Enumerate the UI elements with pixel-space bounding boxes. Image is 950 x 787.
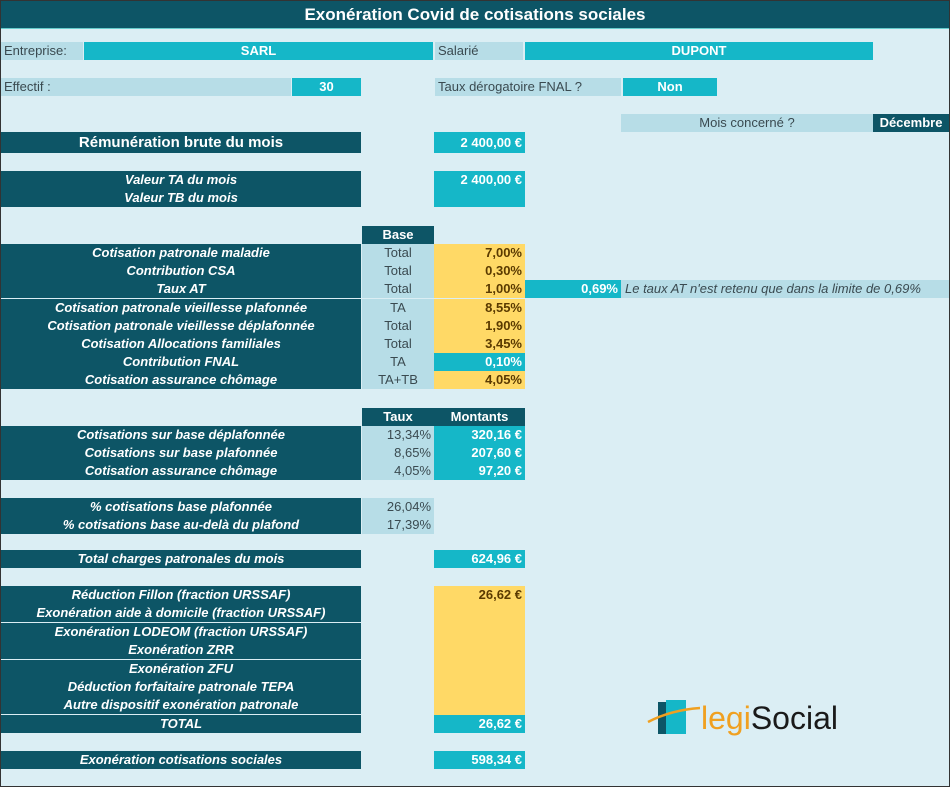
logo-text-legi: legi bbox=[701, 700, 751, 736]
pct-label: % cotisations base au-delà du plafond bbox=[1, 516, 361, 534]
cotisation-label: Cotisation patronale maladie bbox=[1, 244, 361, 262]
mois-select[interactable]: Décembre bbox=[873, 114, 949, 132]
base-row-label: Cotisations sur base plafonnée bbox=[1, 444, 361, 462]
cotisation-rate[interactable]: 3,45% bbox=[434, 335, 525, 353]
tb-label: Valeur TB du mois bbox=[1, 189, 361, 207]
pct-value: 26,04% bbox=[362, 498, 434, 516]
pct-value: 17,39% bbox=[362, 516, 434, 534]
exoneration-label: TOTAL bbox=[1, 714, 361, 733]
cotisation-base: TA bbox=[362, 298, 434, 317]
cotisation-rate[interactable]: 0,30% bbox=[434, 262, 525, 281]
remuneration-label: Rémunération brute du mois bbox=[1, 132, 361, 153]
montants-header: Montants bbox=[434, 408, 525, 426]
exoneration-label: Exonération ZRR bbox=[1, 641, 361, 660]
entreprise-label: Entreprise: bbox=[1, 42, 83, 60]
cotisation-base: Total bbox=[362, 262, 434, 281]
exoneration-label: Déduction forfaitaire patronale TEPA bbox=[1, 678, 361, 696]
base-row-montant: 207,60 € bbox=[434, 444, 525, 462]
cotisation-label: Contribution CSA bbox=[1, 262, 361, 281]
title-bar: Exonération Covid de cotisations sociale… bbox=[1, 1, 949, 29]
cotisation-base: Total bbox=[362, 335, 434, 353]
taux-header: Taux bbox=[362, 408, 434, 426]
base-row-label: Cotisations sur base déplafonnée bbox=[1, 426, 361, 444]
total-charges-value: 624,96 € bbox=[434, 550, 525, 568]
mois-label: Mois concerné ? bbox=[621, 114, 873, 132]
total-charges-label: Total charges patronales du mois bbox=[1, 550, 361, 568]
cotisation-rate[interactable]: 0,10% bbox=[434, 353, 525, 372]
effectif-label: Effectif : bbox=[1, 78, 291, 96]
base-row-label: Cotisation assurance chômage bbox=[1, 462, 361, 480]
base-row-montant: 320,16 € bbox=[434, 426, 525, 444]
cotisation-base: TA+TB bbox=[362, 371, 434, 390]
cotisation-label: Cotisation patronale vieillesse déplafon… bbox=[1, 316, 361, 335]
exoneration-label: Exonération ZFU bbox=[1, 659, 361, 678]
at-limit-value: 0,69% bbox=[525, 280, 621, 298]
exoneration-value[interactable] bbox=[434, 622, 525, 642]
base-row-taux: 4,05% bbox=[362, 462, 434, 480]
cotisation-rate[interactable]: 4,05% bbox=[434, 371, 525, 390]
salarie-label: Salarié bbox=[435, 42, 523, 60]
cotisation-base: Total bbox=[362, 244, 434, 262]
cotisation-base: TA bbox=[362, 353, 434, 372]
exoneration-label: Exonération LODEOM (fraction URSSAF) bbox=[1, 622, 361, 641]
cotisation-label: Cotisation assurance chômage bbox=[1, 371, 361, 390]
exoneration-value[interactable] bbox=[434, 659, 525, 679]
cotisation-base: Total bbox=[362, 280, 434, 299]
remuneration-input[interactable]: 2 400,00 € bbox=[434, 132, 525, 153]
cotisation-label: Cotisation Allocations familiales bbox=[1, 335, 361, 353]
cotisation-base: Total bbox=[362, 316, 434, 335]
cotisation-rate[interactable]: 8,55% bbox=[434, 298, 525, 317]
at-limit-note: Le taux AT n'est retenu que dans la limi… bbox=[621, 280, 949, 298]
cotisation-rate[interactable]: 7,00% bbox=[434, 244, 525, 262]
effectif-input[interactable]: 30 bbox=[292, 78, 361, 96]
cotisation-label: Taux AT bbox=[1, 280, 361, 299]
cotisation-label: Cotisation patronale vieillesse plafonné… bbox=[1, 298, 361, 317]
entreprise-input[interactable]: SARL bbox=[84, 42, 433, 60]
fnal-label: Taux dérogatoire FNAL ? bbox=[435, 78, 621, 96]
exoneration-label: Réduction Fillon (fraction URSSAF) bbox=[1, 586, 361, 604]
pct-label: % cotisations base plafonnée bbox=[1, 498, 361, 516]
exoneration-label: Exonération aide à domicile (fraction UR… bbox=[1, 604, 361, 623]
exoneration-value[interactable]: 26,62 € bbox=[434, 586, 525, 605]
ta-value: 2 400,00 € bbox=[434, 171, 525, 189]
base-row-taux: 13,34% bbox=[362, 426, 434, 444]
salarie-input[interactable]: DUPONT bbox=[525, 42, 873, 60]
exoneration-value[interactable] bbox=[434, 604, 525, 624]
cotisation-label: Contribution FNAL bbox=[1, 353, 361, 372]
fnal-select[interactable]: Non bbox=[623, 78, 717, 96]
base-row-montant: 97,20 € bbox=[434, 462, 525, 480]
base-row-taux: 8,65% bbox=[362, 444, 434, 462]
exoneration-finale-value: 598,34 € bbox=[434, 751, 525, 769]
exoneration-label: Autre dispositif exonération patronale bbox=[1, 696, 361, 715]
exoneration-value: 26,62 € bbox=[434, 714, 525, 733]
cotisation-rate[interactable]: 1,90% bbox=[434, 316, 525, 335]
exoneration-value[interactable] bbox=[434, 641, 525, 661]
ta-label: Valeur TA du mois bbox=[1, 171, 361, 189]
legisocial-logo: legi Social bbox=[646, 696, 838, 741]
exoneration-value[interactable] bbox=[434, 678, 525, 697]
cotisation-rate[interactable]: 1,00% bbox=[434, 280, 525, 299]
base-header: Base bbox=[362, 226, 434, 244]
logo-mark-icon bbox=[647, 700, 701, 734]
tb-value bbox=[434, 189, 525, 207]
exoneration-finale-label: Exonération cotisations sociales bbox=[1, 751, 361, 769]
exoneration-value[interactable] bbox=[434, 696, 525, 716]
logo-text-social: Social bbox=[750, 700, 838, 736]
